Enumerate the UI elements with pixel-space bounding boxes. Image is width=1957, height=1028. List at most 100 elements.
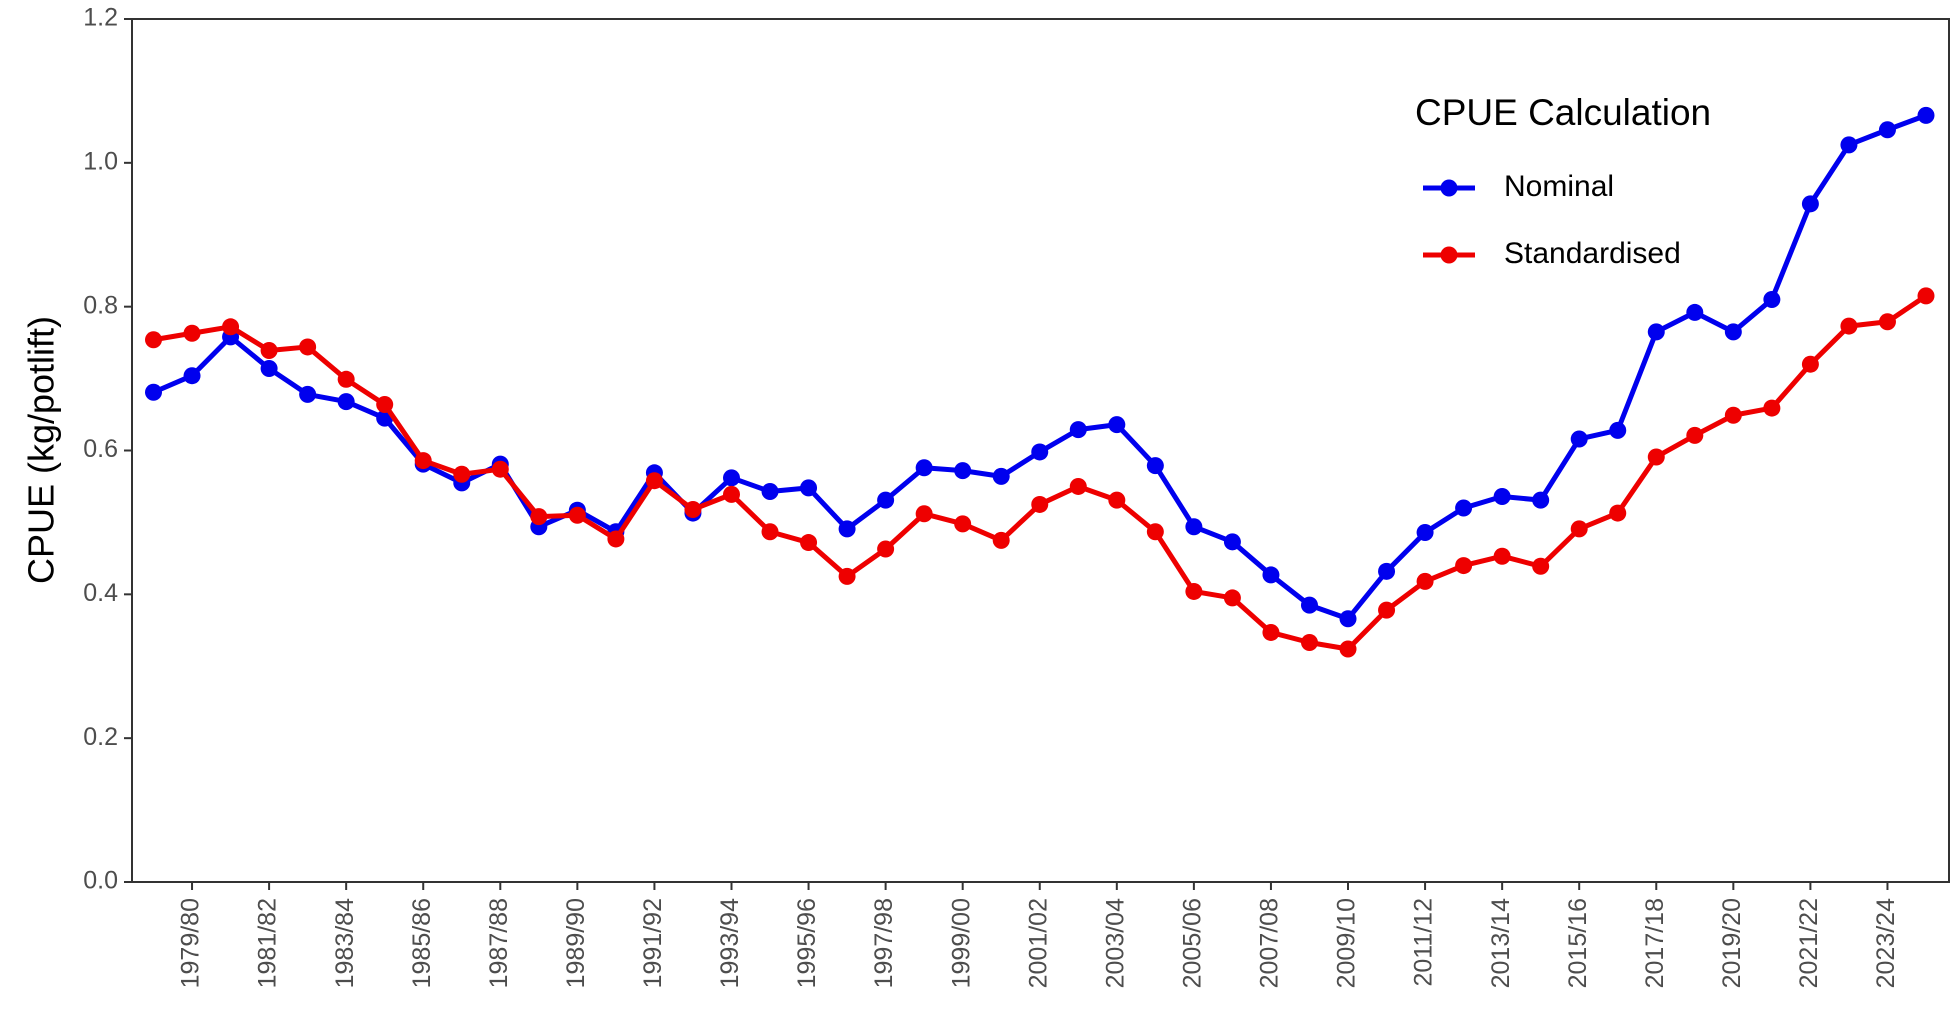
- y-tick-label: 1.0: [83, 147, 118, 175]
- data-point: [299, 385, 317, 403]
- data-point: [1108, 416, 1126, 434]
- data-point: [1223, 533, 1241, 551]
- x-tick-label: 2017/18: [1641, 898, 1669, 988]
- y-tick-label: 0.0: [83, 867, 118, 895]
- data-point: [1378, 601, 1396, 619]
- x-tick-label: 1991/92: [639, 898, 667, 988]
- y-axis-title: CPUE (kg/potlift): [21, 316, 62, 584]
- data-point: [491, 460, 509, 478]
- data-point: [1031, 443, 1049, 461]
- data-point: [260, 342, 278, 360]
- data-point: [1108, 491, 1126, 509]
- data-point: [1686, 426, 1704, 444]
- data-point: [1647, 323, 1665, 341]
- data-point: [838, 567, 856, 585]
- x-tick-label: 2011/12: [1410, 898, 1438, 987]
- data-point: [1801, 195, 1819, 213]
- data-point: [1917, 106, 1935, 124]
- data-point: [1455, 557, 1473, 575]
- x-tick-label: 1985/86: [408, 898, 436, 988]
- data-point: [954, 462, 972, 480]
- x-tick-label: 1983/84: [331, 898, 359, 988]
- data-point: [1840, 136, 1858, 154]
- data-point: [1840, 317, 1858, 335]
- x-tick-label: 2013/14: [1487, 898, 1515, 988]
- data-point: [183, 367, 201, 385]
- data-point: [1686, 303, 1704, 321]
- x-tick-label: 2019/20: [1718, 898, 1746, 988]
- data-point: [838, 520, 856, 538]
- data-point: [1339, 610, 1357, 628]
- data-point: [1763, 399, 1781, 417]
- x-tick-label: 2003/04: [1101, 898, 1129, 988]
- data-point: [1493, 547, 1511, 565]
- data-point: [183, 324, 201, 342]
- data-point: [337, 370, 355, 388]
- data-point: [915, 459, 933, 477]
- series-line: [153, 293, 1928, 652]
- data-point: [1185, 518, 1203, 536]
- data-point: [568, 506, 586, 524]
- x-tick-label: 1995/96: [793, 898, 821, 988]
- data-point: [222, 318, 240, 336]
- data-point: [1069, 421, 1087, 439]
- data-point: [684, 500, 702, 518]
- data-point: [1570, 430, 1588, 448]
- data-point: [761, 482, 779, 500]
- data-point: [1455, 499, 1473, 517]
- data-point: [722, 469, 740, 487]
- data-point: [915, 505, 933, 523]
- legend-title: CPUE Calculation: [1415, 92, 1711, 133]
- data-point: [260, 360, 278, 378]
- data-point: [1763, 290, 1781, 308]
- x-tick-label: 2001/02: [1024, 898, 1052, 988]
- data-point: [1300, 596, 1318, 614]
- data-point: [1647, 448, 1665, 466]
- series-line: [152, 113, 1927, 622]
- data-point: [722, 485, 740, 503]
- x-tick-label: 1979/80: [177, 898, 205, 988]
- data-point: [1378, 562, 1396, 580]
- data-point: [1609, 421, 1627, 439]
- data-point: [1262, 623, 1280, 641]
- x-tick-label: 2005/06: [1178, 898, 1206, 988]
- data-point: [1416, 523, 1434, 541]
- legend-label: Standardised: [1504, 237, 1681, 270]
- x-tick-label: 1999/00: [947, 898, 975, 988]
- data-point: [877, 540, 895, 558]
- y-tick-label: 0.8: [83, 291, 118, 319]
- data-point: [1532, 557, 1550, 575]
- x-tick-label: 1981/82: [254, 898, 282, 988]
- x-tick-label: 1987/88: [485, 898, 513, 988]
- data-point: [1724, 323, 1742, 341]
- data-point: [1917, 287, 1935, 305]
- x-tick-label: 1997/98: [870, 898, 898, 988]
- data-point: [1031, 495, 1049, 513]
- data-point: [1262, 566, 1280, 584]
- y-tick-label: 0.4: [83, 579, 118, 607]
- data-point: [877, 491, 895, 509]
- x-tick-label: 2009/10: [1333, 898, 1361, 988]
- legend-label: Nominal: [1504, 170, 1614, 203]
- y-tick-label: 0.2: [83, 723, 118, 751]
- data-point: [1185, 582, 1203, 600]
- x-tick-label: 1989/90: [562, 898, 590, 988]
- data-point: [1223, 589, 1241, 607]
- data-point: [337, 393, 355, 411]
- data-point: [645, 472, 663, 490]
- legend-point: [1440, 179, 1458, 197]
- x-tick-label: 2021/22: [1795, 898, 1823, 988]
- data-point: [1532, 491, 1550, 509]
- data-point: [1801, 355, 1819, 373]
- data-point: [145, 383, 162, 401]
- data-point: [1146, 457, 1164, 475]
- y-tick-label: 0.6: [83, 435, 118, 463]
- data-point: [800, 534, 818, 552]
- x-tick-label: 2015/16: [1564, 898, 1592, 988]
- data-point: [299, 338, 317, 356]
- data-point: [1724, 406, 1742, 424]
- data-point: [1570, 520, 1588, 538]
- legend-point: [1440, 246, 1458, 264]
